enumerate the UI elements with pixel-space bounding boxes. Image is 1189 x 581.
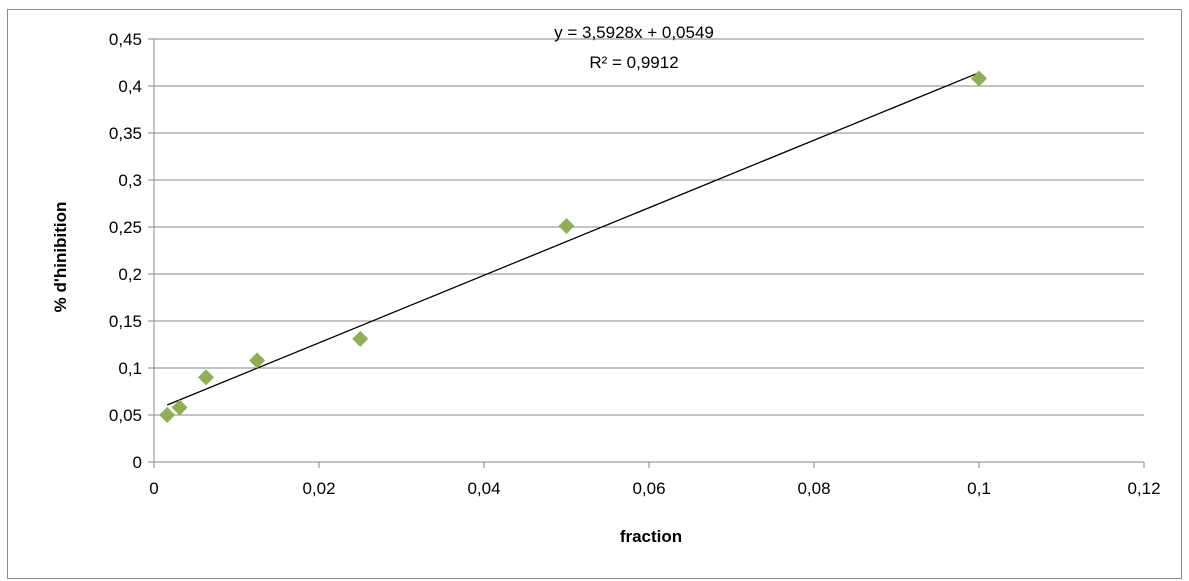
x-tick-label: 0,12 [1127, 479, 1160, 498]
y-axis-title: % d'hinibition [51, 202, 70, 313]
y-tick-label: 0,05 [109, 406, 142, 425]
data-point [558, 218, 575, 235]
data-point [352, 330, 369, 347]
data-point [249, 352, 266, 369]
y-tick-label: 0 [133, 453, 142, 472]
y-tick-label: 0,15 [109, 312, 142, 331]
x-tick-label: 0,02 [302, 479, 335, 498]
y-tick-label: 0,2 [118, 265, 142, 284]
data-point [197, 369, 214, 386]
y-tick-label: 0,1 [118, 359, 142, 378]
data-point [159, 407, 176, 423]
x-axis-title: fraction [620, 527, 682, 546]
gridlines [154, 38, 1144, 416]
axes [148, 38, 1145, 468]
x-tick-label: 0,08 [797, 479, 830, 498]
y-tick-label: 0,3 [118, 171, 142, 190]
x-tick-label: 0 [149, 479, 158, 498]
trendline [166, 72, 980, 406]
data-points [159, 70, 987, 423]
trendline-group [166, 72, 980, 406]
y-tick-label: 0,45 [109, 30, 142, 49]
data-point [971, 70, 987, 87]
x-tick-label: 0,1 [967, 479, 991, 498]
x-tick-label: 0,04 [467, 479, 500, 498]
x-tick-label: 0,06 [632, 479, 665, 498]
y-tick-label: 0,25 [109, 218, 142, 237]
scatter-chart: 0 0,05 0,1 0,15 0,2 0,25 0,3 0,35 0,4 0,45 0 0,02 0,… [51, 23, 1161, 546]
data-point [171, 399, 188, 416]
chart-frame: 0 0,05 0,1 0,15 0,2 0,25 0,3 0,35 0,4 0,45 0 0,02 0,… [7, 9, 1182, 579]
y-tick-label: 0,35 [109, 124, 142, 143]
y-tick-label: 0,4 [118, 77, 142, 96]
tick-labels: 0 0,05 0,1 0,15 0,2 0,25 0,3 0,35 0,4 0,45 0 0,02 0,… [109, 30, 1161, 498]
trendline-equation: y = 3,5928x + 0,0549 [554, 23, 714, 42]
trendline-r-squared: R² = 0,9912 [589, 53, 678, 72]
